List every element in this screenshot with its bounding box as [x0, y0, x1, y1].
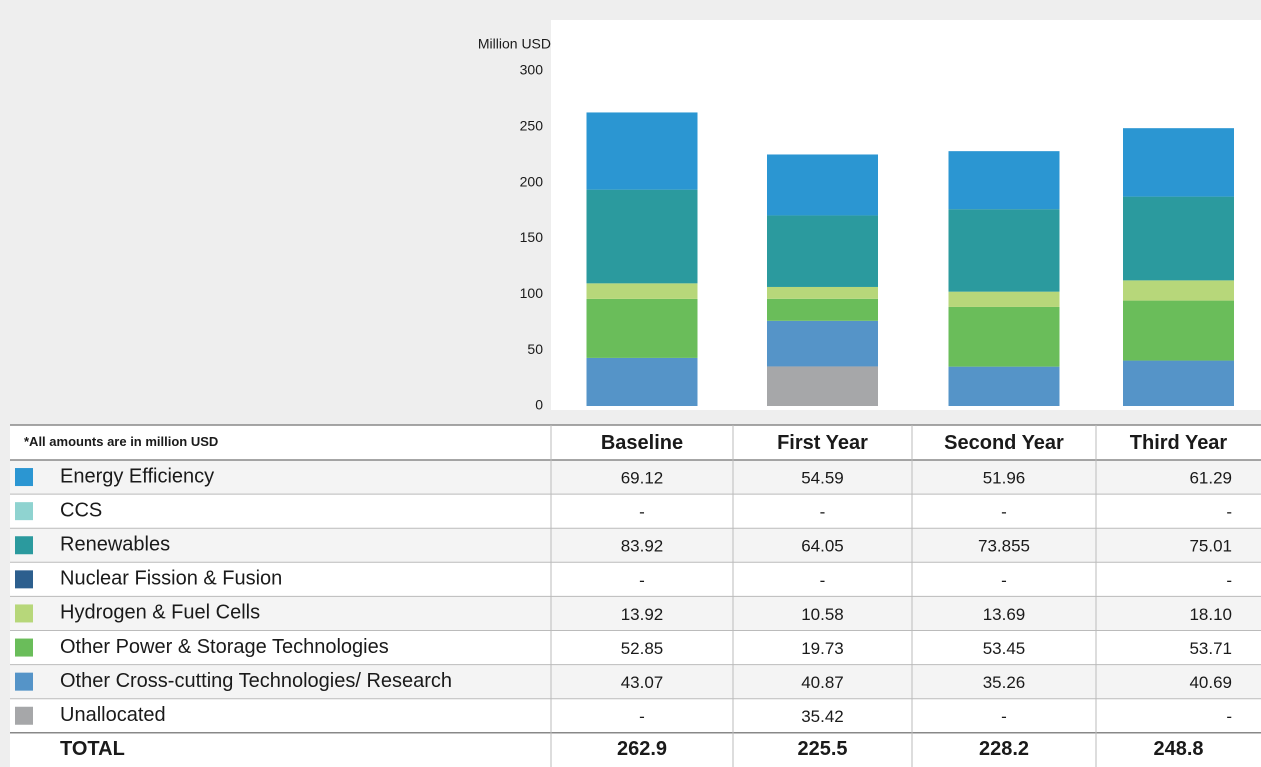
table-row-bg	[10, 494, 1261, 529]
table-value: 13.69	[983, 605, 1026, 624]
bar-segment	[586, 357, 698, 406]
bar-segment	[767, 298, 878, 321]
table-value: 52.85	[621, 639, 664, 658]
total-value: 262.9	[617, 738, 667, 760]
total-label: TOTAL	[60, 738, 125, 760]
table-row-bg	[10, 562, 1261, 597]
row-label: Nuclear Fission & Fusion	[60, 568, 282, 590]
total-row-bg	[10, 732, 1261, 767]
table-value: -	[820, 571, 826, 590]
column-header: Third Year	[1130, 432, 1228, 454]
table-row-bg	[10, 664, 1261, 699]
bar-segment	[948, 291, 1060, 307]
legend-swatch	[15, 672, 33, 691]
table-header-bg	[10, 425, 1261, 460]
table-value: -	[820, 503, 826, 522]
bar-segment	[586, 112, 698, 190]
table-note: *All amounts are in million USD	[24, 434, 218, 449]
legend-swatch	[15, 706, 33, 725]
legend-swatch	[15, 604, 33, 623]
legend-swatch	[15, 502, 33, 521]
bar-segment	[767, 215, 878, 287]
y-tick-label: 200	[520, 173, 544, 189]
table-row-bg	[10, 528, 1261, 563]
y-tick-label: 250	[520, 118, 544, 134]
row-label: Unallocated	[60, 704, 166, 726]
row-label: Other Power & Storage Technologies	[60, 636, 389, 658]
table-value: 69.12	[621, 469, 664, 488]
column-header: First Year	[777, 432, 868, 454]
row-label: Hydrogen & Fuel Cells	[60, 602, 260, 624]
bar-segment	[586, 283, 698, 299]
table-value: -	[1001, 503, 1007, 522]
table-value: 43.07	[621, 673, 664, 692]
row-label: Other Cross-cutting Technologies/ Resear…	[60, 670, 452, 692]
table-value: -	[639, 707, 645, 726]
y-tick-label: 300	[520, 62, 544, 78]
bar-segment	[1123, 280, 1234, 301]
bar-segment	[1123, 300, 1234, 361]
total-value: 248.8	[1153, 738, 1203, 760]
y-tick-label: 150	[520, 229, 544, 245]
table-value: 73.855	[978, 537, 1030, 556]
table-row-bg	[10, 698, 1261, 733]
table-value: -	[639, 503, 645, 522]
table-value: 18.10	[1189, 605, 1232, 624]
table-value: 51.96	[983, 469, 1026, 488]
table-value: -	[1226, 707, 1232, 726]
table-value: -	[1226, 571, 1232, 590]
table-value: 83.92	[621, 537, 664, 556]
y-tick-label: 50	[527, 341, 543, 357]
table-value: 53.71	[1189, 639, 1232, 658]
bar-segment	[767, 154, 878, 216]
table-row-bg	[10, 630, 1261, 665]
table-value: -	[1226, 503, 1232, 522]
table-value: 53.45	[983, 639, 1026, 658]
legend-swatch	[15, 536, 33, 555]
bar-segment	[586, 189, 698, 284]
bar-segment	[948, 151, 1060, 210]
y-tick-label: 0	[535, 397, 543, 413]
bar-segment	[767, 320, 878, 367]
table-value: 10.58	[801, 605, 844, 624]
legend-swatch	[15, 638, 33, 657]
column-header: Baseline	[601, 432, 683, 454]
table-value: 40.69	[1189, 673, 1232, 692]
y-tick-label: 100	[520, 285, 544, 301]
table-value: 13.92	[621, 605, 664, 624]
row-label: Energy Efficiency	[60, 465, 214, 487]
table-value: 19.73	[801, 639, 844, 658]
row-label: CCS	[60, 499, 102, 521]
total-value: 225.5	[797, 738, 847, 760]
table-value: -	[639, 571, 645, 590]
bar-segment	[1123, 128, 1234, 197]
table-row-bg	[10, 596, 1261, 631]
table-value: 35.26	[983, 673, 1026, 692]
total-value: 228.2	[979, 738, 1029, 760]
row-label: Renewables	[60, 534, 170, 556]
column-header: Second Year	[944, 432, 1064, 454]
legend-swatch	[15, 570, 33, 589]
table-value: 40.87	[801, 673, 844, 692]
table-value: 61.29	[1189, 469, 1232, 488]
legend-swatch	[15, 468, 33, 487]
bar-segment	[586, 298, 698, 358]
table-value: 54.59	[801, 469, 844, 488]
table-value: 75.01	[1189, 537, 1232, 556]
bar-segment	[948, 209, 1060, 292]
bar-segment	[1123, 360, 1234, 406]
table-value: -	[1001, 707, 1007, 726]
bar-segment	[948, 306, 1060, 367]
y-axis-label: Million USD	[478, 36, 551, 52]
table-value: 35.42	[801, 707, 844, 726]
table-value: -	[1001, 571, 1007, 590]
bar-segment	[1123, 196, 1234, 281]
table-row-bg	[10, 460, 1261, 495]
bar-segment	[948, 366, 1060, 406]
bar-segment	[767, 286, 878, 299]
bar-segment	[767, 366, 878, 406]
table-value: 64.05	[801, 537, 844, 556]
